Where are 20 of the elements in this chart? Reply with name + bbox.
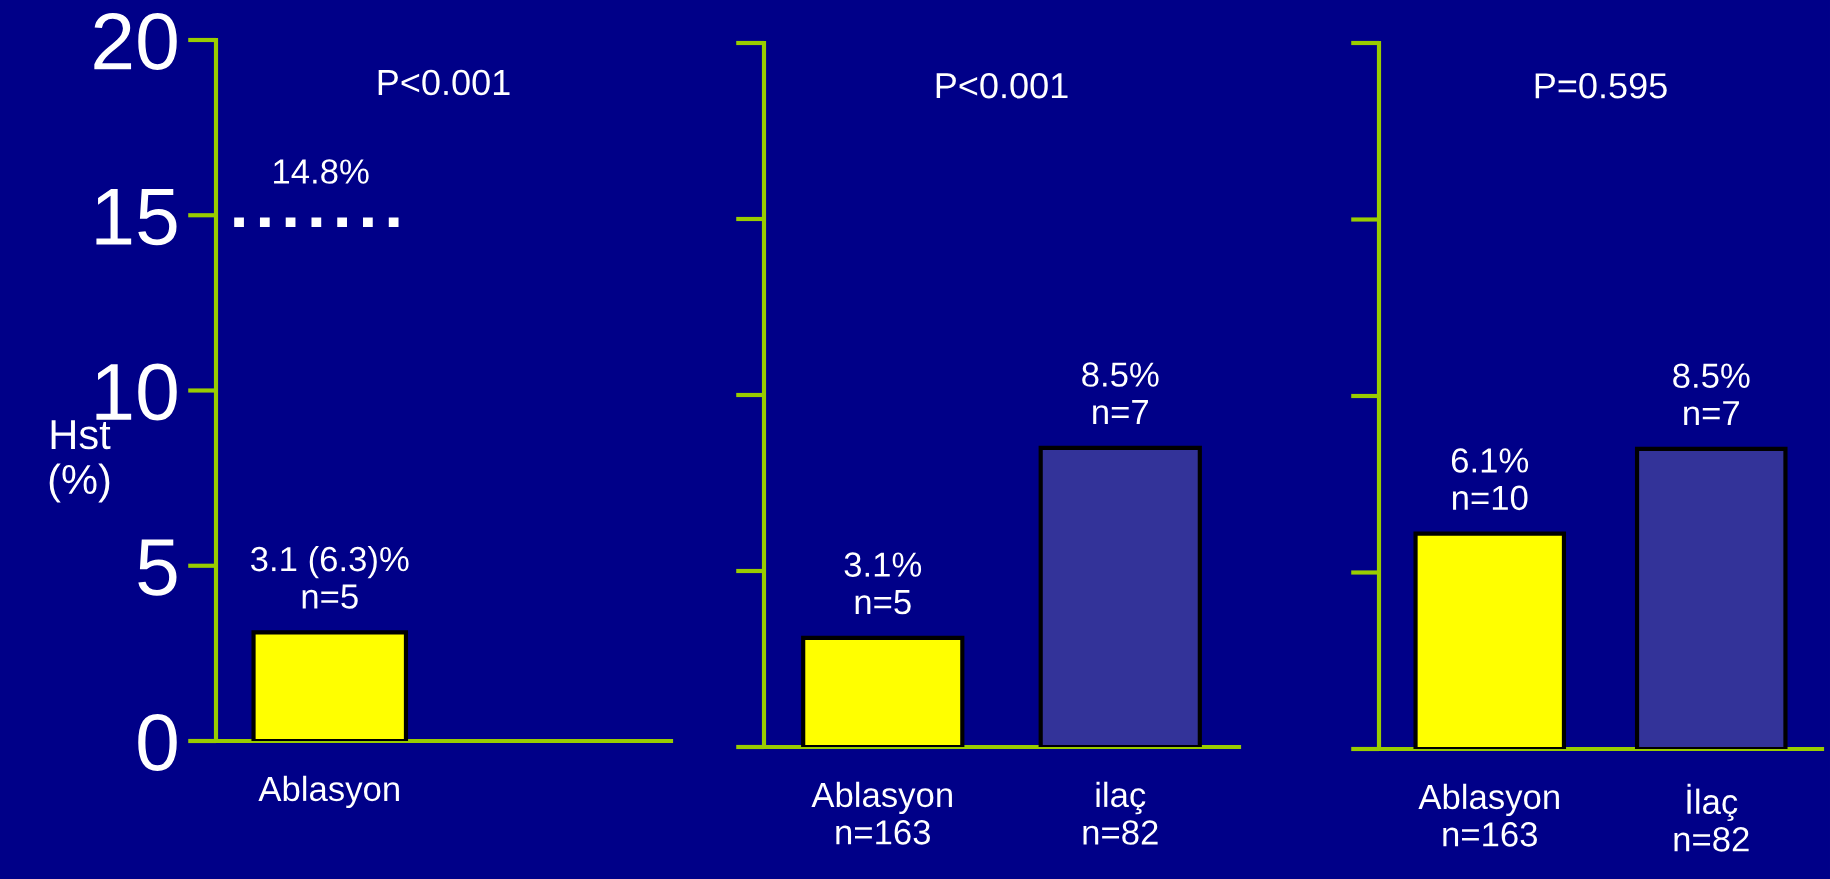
y-tick-label: 20 (94, 12, 177, 70)
ref-line-label: 14.8% (274, 159, 369, 184)
data-label: 3.1% n=5 (844, 552, 922, 615)
x-tick-label: Ablasyon n=163 (1418, 783, 1559, 847)
x-tick-label: ilaç n=82 (1083, 781, 1158, 845)
data-label: 6.1% n=10 (1451, 448, 1529, 511)
data-label: 3.1 (6.3)% n=5 (250, 545, 409, 609)
annotation: P=0.595 (1535, 73, 1667, 99)
data-label: 8.5% n=7 (1082, 362, 1159, 424)
x-tick-label: Ablasyon n=163 (811, 781, 952, 845)
y-tick-label: 0 (138, 713, 177, 771)
y-axis-title: Hst (%) (49, 420, 111, 503)
annotation: P<0.001 (378, 69, 510, 96)
y-tick-label: 15 (96, 189, 177, 246)
x-tick-label: İlaç n=82 (1674, 783, 1749, 852)
y-tick-label: 10 (96, 363, 177, 421)
annotation: P<0.001 (936, 72, 1068, 99)
data-label: 8.5% n=7 (1673, 363, 1750, 426)
y-tick-label: 5 (138, 539, 177, 596)
x-tick-label: Ablasyon (258, 775, 399, 809)
